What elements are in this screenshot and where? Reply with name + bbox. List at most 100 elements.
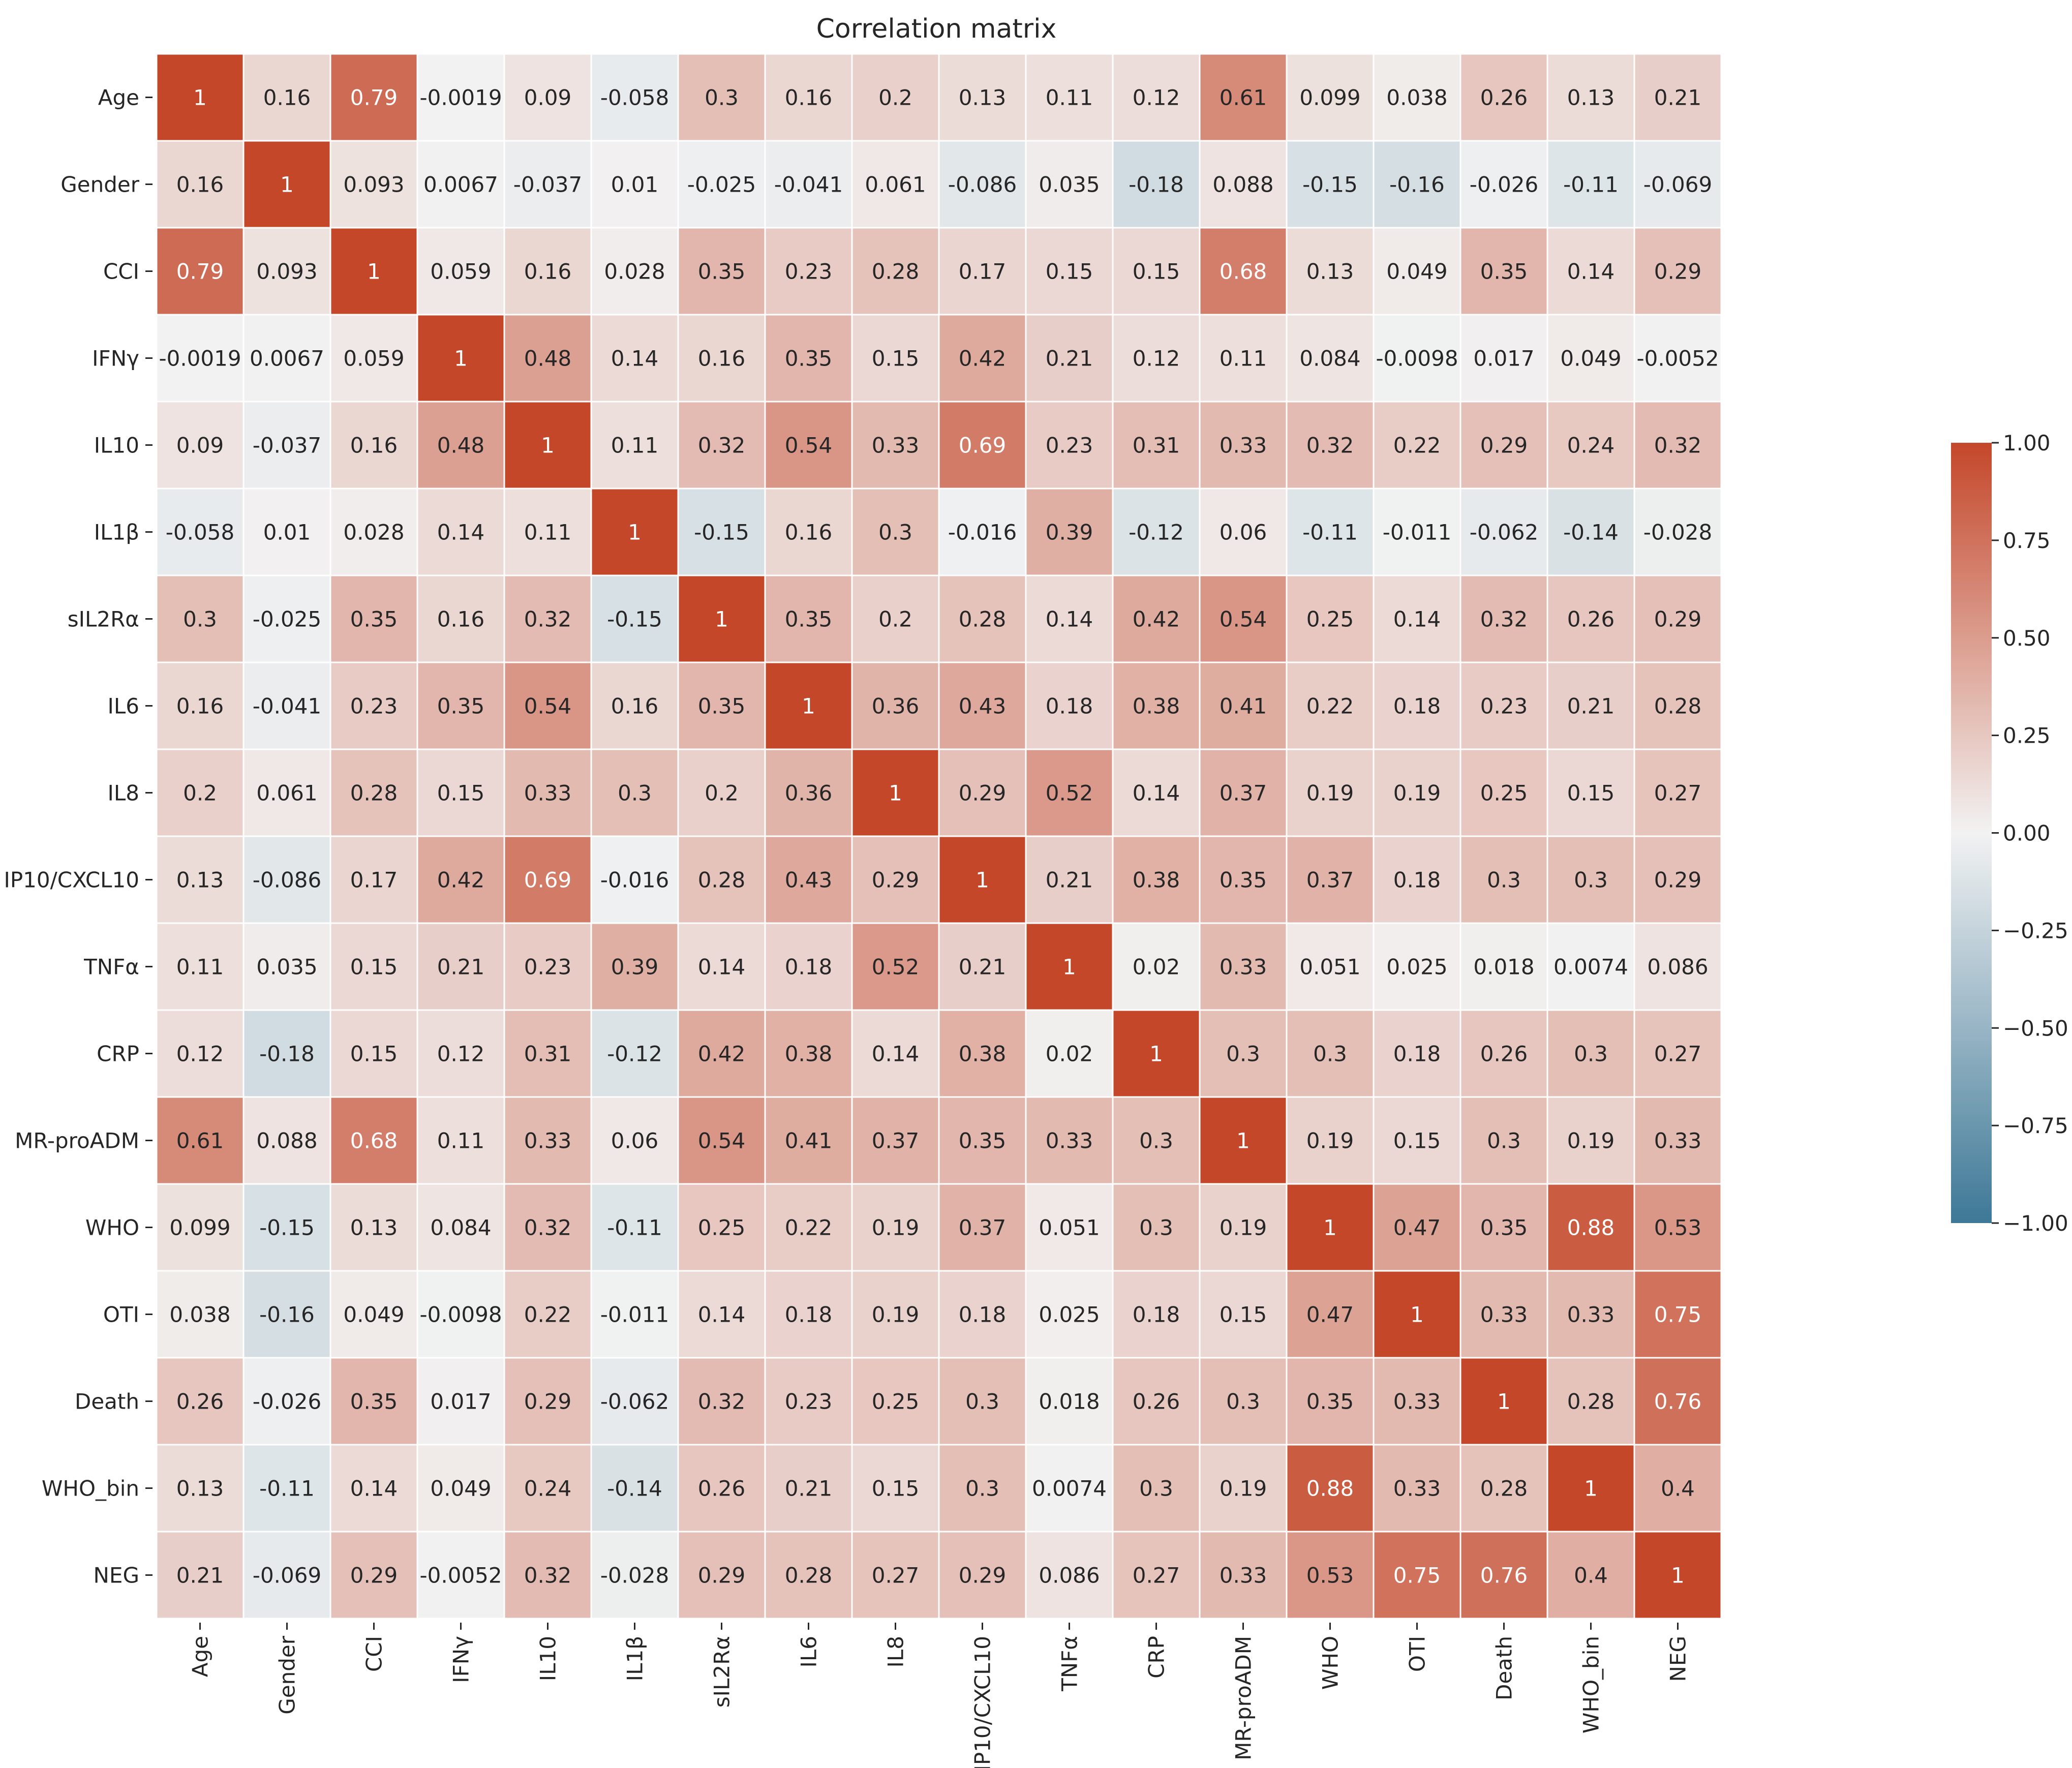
cell-value-label: 0.25: [698, 1215, 746, 1240]
cell-value-label: 0.15: [1046, 259, 1093, 284]
heatmap-cell: [1025, 140, 1114, 229]
cell-value-label: 0.19: [1220, 1215, 1267, 1240]
cell-value-label: 0.53: [1654, 1215, 1702, 1240]
cell-value-label: 0.38: [1133, 868, 1180, 893]
cell-value-label: 0.06: [1220, 520, 1267, 545]
cell-value-label: 0.093: [256, 259, 317, 284]
cell-value-label: 0.52: [872, 955, 920, 980]
row-label: IL8: [107, 781, 139, 806]
heatmap-cell: [1112, 1270, 1201, 1359]
cell-value-label: -0.069: [1643, 172, 1712, 197]
heatmap-cell: [764, 314, 853, 403]
cell-value-label: 0.22: [1306, 694, 1354, 719]
heatmap-cell: [677, 401, 766, 490]
heatmap-cell: [1459, 922, 1548, 1011]
heatmap-cell: [1025, 1357, 1114, 1446]
colorbar-tick-label: −1.00: [2003, 1211, 2068, 1236]
cell-value-label: 0.059: [430, 259, 491, 284]
cell-value-label: 0.051: [1039, 1215, 1100, 1240]
row-label: IFNγ: [92, 346, 139, 371]
heatmap-cell: [851, 748, 940, 837]
heatmap-cell: [677, 1444, 766, 1533]
cell-value-label: 0.38: [1133, 694, 1180, 719]
cell-value-label: 1: [1410, 1302, 1424, 1327]
heatmap-cell: [503, 1183, 592, 1272]
cell-value-label: 0.88: [1306, 1476, 1354, 1501]
cell-value-label: 0.3: [618, 781, 652, 806]
cell-value-label: 0.18: [785, 955, 833, 980]
heatmap-cell: [1286, 835, 1375, 924]
heatmap-cell: [851, 922, 940, 1011]
heatmap-cell: [1286, 574, 1375, 663]
column-label: IFNγ: [449, 1636, 474, 1683]
cell-value-label: 0.79: [350, 85, 398, 110]
heatmap-cell: [416, 487, 505, 576]
cell-value-label: -0.011: [1383, 520, 1451, 545]
heatmap-cell: [1025, 1183, 1114, 1272]
cell-value-label: -0.11: [1563, 172, 1619, 197]
cell-value-label: 0.061: [256, 781, 317, 806]
cell-value-label: 0.35: [1480, 1215, 1528, 1240]
cell-value-label: 0.2: [705, 781, 739, 806]
colorbar-tick-label: −0.75: [2003, 1113, 2068, 1138]
cell-value-label: 0.33: [1393, 1476, 1441, 1501]
heatmap-cell: [1373, 922, 1461, 1011]
cell-value-label: 0.37: [959, 1215, 1007, 1240]
cell-value-label: 0.22: [785, 1215, 833, 1240]
cell-value-label: 0.3: [1226, 1042, 1260, 1066]
heatmap-cell: [1112, 1183, 1201, 1272]
cell-value-label: 0.25: [872, 1389, 920, 1414]
heatmap-cell: [1373, 227, 1461, 316]
cell-value-label: 0.23: [1480, 694, 1528, 719]
heatmap-cell: [938, 53, 1027, 142]
heatmap-cell: [1633, 140, 1722, 229]
cell-value-label: 0.028: [343, 520, 404, 545]
cell-value-label: 0.3: [1313, 1042, 1347, 1066]
heatmap-cell: [1373, 401, 1461, 490]
cell-value-label: 0.33: [1654, 1129, 1702, 1153]
heatmap-cell: [938, 1270, 1027, 1359]
cell-value-label: 0.22: [524, 1302, 572, 1327]
cell-value-label: 0.13: [350, 1215, 398, 1240]
heatmap-cell: [242, 1357, 331, 1446]
heatmap-cell: [242, 748, 331, 837]
cell-value-label: 0.3: [1226, 1389, 1260, 1414]
heatmap-cell: [156, 574, 245, 663]
heatmap-cell: [1199, 922, 1288, 1011]
cell-value-label: 0.27: [1654, 1042, 1702, 1066]
heatmap-cell: [1546, 574, 1635, 663]
heatmap-cell: [590, 748, 679, 837]
cell-value-label: 0.2: [878, 607, 912, 632]
cell-value-label: 0.23: [1046, 433, 1093, 458]
cell-value-label: 0.15: [350, 955, 398, 980]
heatmap-cell: [764, 1096, 853, 1185]
cell-value-label: 0.21: [1046, 868, 1093, 893]
cell-value-label: 0.39: [611, 955, 659, 980]
column-label: Age: [188, 1636, 213, 1677]
heatmap-cell: [1286, 487, 1375, 576]
cell-value-label: 0.35: [350, 1389, 398, 1414]
cell-value-label: -0.026: [253, 1389, 321, 1414]
heatmap-cell: [1546, 1444, 1635, 1533]
cell-value-label: 0.26: [698, 1476, 746, 1501]
heatmap-cell: [1373, 574, 1461, 663]
cell-value-label: 0.38: [785, 1042, 833, 1066]
row-label: Age: [98, 85, 139, 110]
cell-value-label: 0.11: [176, 955, 224, 980]
cell-value-label: 0.15: [1220, 1302, 1267, 1327]
cell-value-label: 0.14: [1567, 259, 1615, 284]
cell-value-label: 0.48: [437, 433, 485, 458]
cell-value-label: 0.01: [611, 172, 659, 197]
heatmap-cell: [1025, 1009, 1114, 1098]
cell-value-label: -0.011: [600, 1302, 669, 1327]
column-label: IL6: [797, 1636, 821, 1668]
cell-value-label: -0.028: [600, 1563, 669, 1588]
cell-value-label: 0.19: [1393, 781, 1441, 806]
cell-value-label: 0.76: [1480, 1563, 1528, 1588]
cell-value-label: 0.41: [1220, 694, 1267, 719]
cell-value-label: 0.19: [872, 1215, 920, 1240]
heatmap-cell: [1199, 401, 1288, 490]
cell-value-label: 0.19: [1306, 1129, 1354, 1153]
cell-value-label: 0.093: [343, 172, 404, 197]
heatmap-cell: [938, 1531, 1027, 1620]
